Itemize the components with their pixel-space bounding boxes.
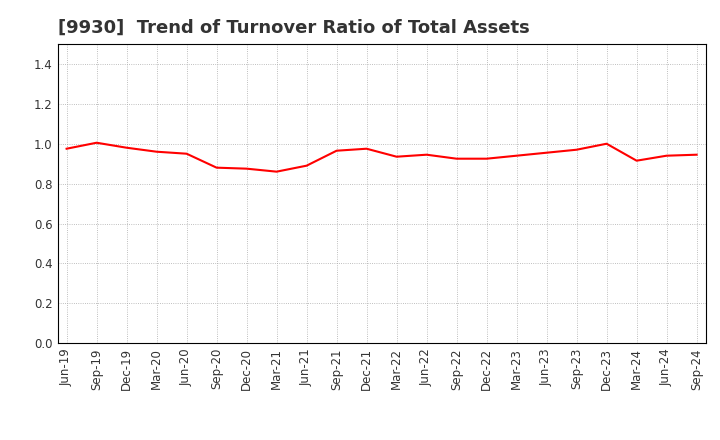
Text: [9930]  Trend of Turnover Ratio of Total Assets: [9930] Trend of Turnover Ratio of Total … <box>58 19 529 37</box>
